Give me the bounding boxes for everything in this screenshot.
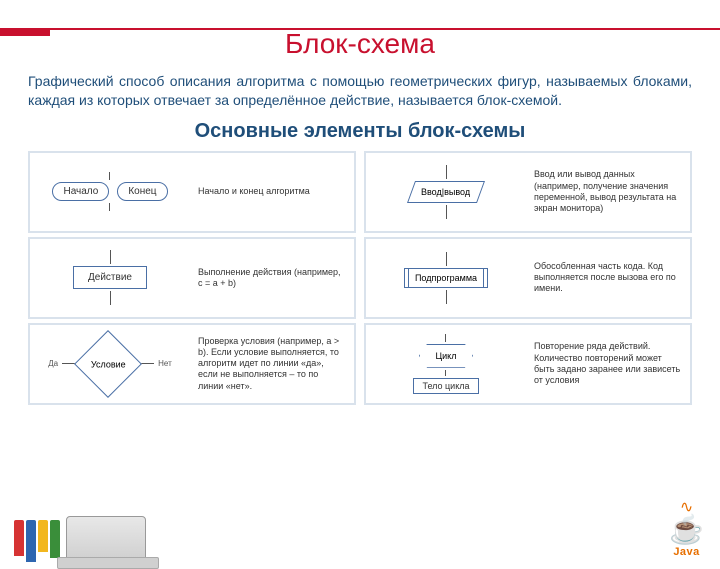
loop-body-shape: Тело цикла [413,378,478,394]
flow-line [446,205,447,219]
top-accent-line [0,28,720,30]
cell-io-text: Ввод или вывод данных (например, получен… [526,153,690,231]
book-spine [38,520,48,552]
flow-line [445,370,446,376]
cell-decision-text: Проверка условия (например, a > b). Если… [190,325,354,403]
cell-terminator: Начало Конец Начало и конец алгоритма [28,151,356,233]
decision-label: Условие [91,359,126,369]
loop-label: Цикл [435,351,456,361]
cell-decision: Да Условие Нет Проверка условия (наприме… [28,323,356,405]
top-accent-stripe [0,28,50,36]
flow-line [446,290,447,304]
cell-io: Ввод|вывод Ввод или вывод данных (наприм… [364,151,692,233]
flow-line [110,250,111,264]
loop-shape: Цикл [419,344,473,368]
flow-line [445,334,446,342]
cell-loop: Цикл Тело цикла Повторение ряда действий… [364,323,692,405]
book-spine [14,520,24,556]
flow-line [109,203,110,211]
decision-shape: Условие [74,330,142,398]
flow-line [446,165,447,179]
terminator-end-shape: Конец [117,182,167,201]
io-shape: Ввод|вывод [407,181,485,203]
cell-process: Действие Выполнение действия (например, … [28,237,356,319]
page-title: Блок-схема [0,28,720,60]
io-label: Ввод|вывод [421,187,470,197]
decision-yes-label: Да [48,359,58,368]
cell-subroutine-text: Обособленная часть кода. Код выполняется… [526,239,690,317]
cell-loop-text: Повторение ряда действий. Количество пов… [526,325,690,403]
terminator-start-shape: Начало [52,182,109,201]
java-cup-icon: ☕ [669,513,704,546]
subheading: Основные элементы блок-схемы [0,120,720,143]
footer-illustration [14,516,146,562]
cell-process-text: Выполнение действия (например, c = a + b… [190,239,354,317]
cell-terminator-text: Начало и конец алгоритма [190,153,354,231]
java-steam-icon: ∿ [669,497,704,517]
description-text: Графический способ описания алгоритма с … [28,72,692,110]
book-spine [26,520,36,562]
cell-subroutine: Подпрограмма Обособленная часть кода. Ко… [364,237,692,319]
java-logo: ∿ ☕ Java [669,493,704,558]
flow-line [446,252,447,266]
book-spine [50,520,60,558]
flow-line [110,291,111,305]
elements-grid: Начало Конец Начало и конец алгоритма Вв… [28,151,692,405]
laptop-icon [66,516,146,562]
subroutine-shape: Подпрограмма [404,268,488,288]
process-shape: Действие [73,266,147,289]
decision-no-label: Нет [158,359,172,368]
flow-line [109,172,110,180]
java-text: Java [669,546,704,558]
books-icon [14,520,60,562]
